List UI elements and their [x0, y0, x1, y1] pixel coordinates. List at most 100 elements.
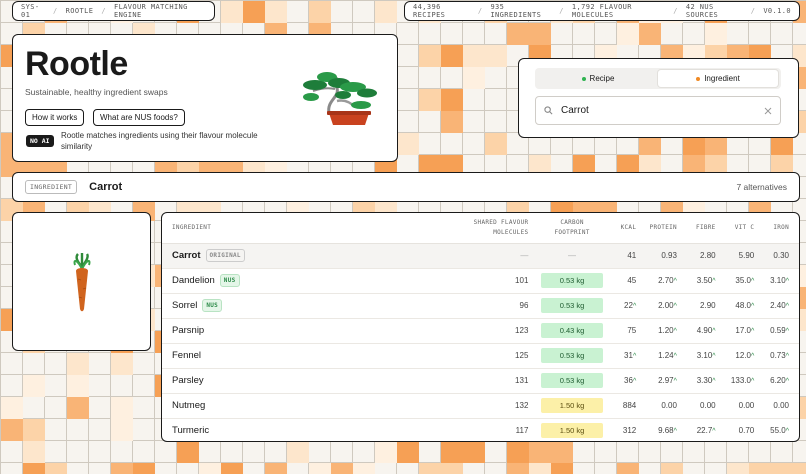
ingredient-name-cell: Dandelion NUS: [162, 268, 356, 294]
alternatives-table: INGREDIENT SHARED FLAVOUR MOLECULES CARBO…: [162, 213, 799, 441]
fibre-cell: 3.50^: [682, 268, 722, 294]
shared-molecules-cell: —: [355, 243, 535, 269]
fibre-value: 3.30: [696, 376, 713, 385]
kcal-cell: 22^: [609, 293, 643, 319]
carbon-footprint-cell: 1.50 kg: [534, 418, 610, 441]
ingredient-image-panel: [12, 212, 151, 351]
shared-molecules-cell: 131: [355, 368, 535, 394]
col-fibre: FIBRE: [682, 213, 722, 244]
increase-arrow-icon: ^: [785, 328, 789, 335]
search-input[interactable]: [561, 105, 764, 116]
col-shared-molecules: SHARED FLAVOUR MOLECULES: [355, 213, 535, 244]
nus-foods-button[interactable]: What are NUS foods?: [93, 109, 185, 126]
increase-arrow-icon: ^: [673, 303, 677, 310]
protein-value: 1.20: [658, 326, 674, 335]
page-title: Rootle: [25, 45, 128, 83]
ingredient-name-cell: Fennel: [162, 343, 356, 369]
carbon-footprint-value: 0.53 kg: [541, 273, 604, 288]
ingredients-count: 935 INGREDIENTS: [490, 3, 542, 19]
molecules-count: 1,792 FLAVOUR MOLECULES: [571, 3, 632, 19]
ingredient-name-cell: Turmeric: [162, 418, 356, 441]
kcal-cell: 312: [609, 418, 643, 441]
col-carbon-footprint: CARBON FOOTPRINT: [534, 213, 610, 244]
protein-cell: 2.97^: [642, 368, 683, 394]
table-row[interactable]: Carrot ORIGINAL — — 41 0.93 2.80 5.90 0.30: [162, 243, 799, 269]
alternatives-count: 7 alternatives: [736, 182, 787, 192]
ingredient-name-cell: Sorrel NUS: [162, 293, 356, 319]
vitc-cell: 12.0^: [721, 343, 761, 369]
table-row[interactable]: Sorrel NUS 96 0.53 kg 22^ 2.00^ 2.90 48.0^ 2.40^: [162, 293, 799, 319]
table-row[interactable]: Nutmeg 132 1.50 kg 884 0.00 0.00 0.00 0.00: [162, 393, 799, 419]
search-panel: Recipe Ingredient: [518, 58, 799, 138]
ingredient-name: Dandelion: [172, 275, 215, 287]
shared-molecules-cell: 132: [355, 393, 535, 419]
protein-value: 2.00: [658, 301, 674, 310]
ingredient-tag: INGREDIENT: [25, 180, 78, 194]
table-row[interactable]: Turmeric 117 1.50 kg 312 9.68^ 22.7^ 0.70 55.0^: [162, 418, 799, 441]
iron-value: 55.0: [770, 426, 786, 435]
recipe-mode-label: Recipe: [589, 74, 615, 83]
col-protein: PROTEIN: [642, 213, 683, 244]
carbon-footprint-value: 1.50 kg: [541, 423, 604, 438]
kcal-cell: 41: [609, 243, 643, 269]
carbon-footprint-value: 0.43 kg: [541, 323, 604, 338]
ingredient-name: Parsnip: [172, 325, 205, 336]
no-ai-description: Rootle matches ingredients using their f…: [61, 131, 258, 151]
increase-arrow-icon: ^: [750, 328, 755, 335]
fibre-cell: 22.7^: [682, 418, 722, 441]
carbon-footprint-cell: 1.50 kg: [534, 393, 610, 419]
vitc-value: 12.0: [735, 351, 751, 360]
increase-arrow-icon: ^: [785, 278, 789, 285]
kcal-value: 45: [627, 276, 637, 285]
table-row[interactable]: Dandelion NUS 101 0.53 kg 45 2.70^ 3.50^ 35.0^ 3…: [162, 268, 799, 294]
kcal-value: 22: [624, 301, 633, 310]
ingredient-dot-icon: [696, 76, 701, 81]
table-row[interactable]: Parsnip 123 0.43 kg 75 1.20^ 4.90^ 17.0^ 0.59^: [162, 318, 799, 344]
version-label: V0.1.0: [763, 7, 791, 15]
carbon-footprint-cell: —: [534, 243, 610, 269]
recipe-mode-option[interactable]: Recipe: [538, 70, 658, 87]
protein-cell: 1.20^: [642, 318, 683, 344]
table-row[interactable]: Fennel 125 0.53 kg 31^ 1.24^ 3.10^ 12.0^ 0.73^: [162, 343, 799, 369]
carbon-footprint-value: 1.50 kg: [541, 398, 604, 413]
increase-arrow-icon: ^: [673, 428, 677, 435]
vitc-cell: 5.90: [721, 243, 761, 269]
recipe-dot-icon: [581, 76, 586, 81]
protein-value: 2.97: [658, 376, 674, 385]
iron-value: 0.59: [770, 326, 786, 335]
shared-molecules-cell: 125: [355, 343, 535, 369]
iron-value: 0.30: [773, 251, 789, 260]
kcal-value: 41: [627, 251, 637, 260]
fibre-cell: 3.30^: [682, 368, 722, 394]
col-kcal: KCAL: [609, 213, 643, 244]
fibre-value: 22.7: [696, 426, 713, 435]
ingredient-mode-option[interactable]: Ingredient: [658, 70, 778, 87]
ingredient-name: Nutmeg: [172, 400, 206, 411]
col-ingredient: INGREDIENT: [162, 213, 356, 244]
ingredient-mode-label: Ingredient: [704, 74, 740, 83]
increase-arrow-icon: ^: [750, 278, 755, 285]
increase-arrow-icon: ^: [750, 378, 755, 385]
carbon-footprint-value: 0.53 kg: [541, 348, 604, 363]
how-it-works-button[interactable]: How it works: [25, 109, 85, 126]
iron-value: 6.20: [770, 376, 786, 385]
kcal-cell: 36^: [609, 368, 643, 394]
iron-value: 0.73: [770, 351, 786, 360]
ingredient-name: Turmeric: [172, 425, 210, 436]
fibre-value: 2.80: [700, 251, 716, 260]
ingredient-name: Sorrel: [172, 300, 198, 312]
no-ai-badge: NO AI: [26, 135, 54, 147]
table-row[interactable]: Parsley 131 0.53 kg 36^ 2.97^ 3.30^ 133.0^ 6.20…: [162, 368, 799, 394]
fibre-cell: 4.90^: [682, 318, 722, 344]
close-icon[interactable]: [764, 107, 772, 115]
increase-arrow-icon: ^: [632, 353, 637, 360]
fibre-value: 0.00: [700, 401, 716, 410]
recipes-count: 44,396 RECIPES: [413, 3, 446, 19]
protein-value: 9.68: [658, 426, 674, 435]
increase-arrow-icon: ^: [673, 328, 677, 335]
nus-chip: NUS: [219, 274, 240, 287]
vitc-cell: 0.00: [721, 393, 761, 419]
carbon-footprint-value: 0.53 kg: [541, 373, 604, 388]
increase-arrow-icon: ^: [712, 428, 716, 435]
carbon-footprint-cell: 0.53 kg: [534, 343, 610, 369]
